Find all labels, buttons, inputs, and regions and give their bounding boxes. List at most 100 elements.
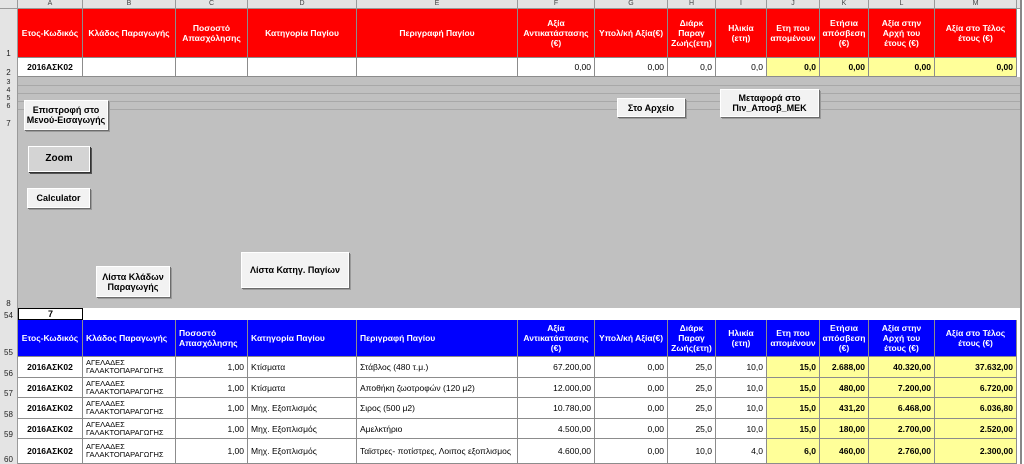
header-cell[interactable]: Κλάδος Παραγωγής [83, 320, 176, 357]
annual-cell[interactable]: 480,00 [820, 378, 869, 398]
count-cell[interactable]: 7 [18, 308, 83, 320]
header-cell[interactable]: Αξία Αντικατάστασης (€) [518, 320, 595, 357]
header-cell[interactable]: Ετος-Κωδικός [18, 9, 83, 58]
life-cell[interactable]: 25,0 [668, 398, 716, 419]
header-cell[interactable]: Υπολ/κή Αξία(€) [595, 320, 668, 357]
col-letter-m[interactable]: M [935, 0, 1017, 8]
header-cell[interactable]: Κατηγορία Παγίου [248, 320, 357, 357]
col-letter-e[interactable]: E [357, 0, 518, 8]
category-cell[interactable] [248, 58, 357, 77]
life-cell[interactable]: 25,0 [668, 378, 716, 398]
replacement-cell[interactable]: 4.600,00 [518, 439, 595, 464]
code-cell[interactable]: 2016ΑΣΚ02 [18, 398, 83, 419]
start-value-cell[interactable]: 2.760,00 [869, 439, 935, 464]
replacement-cell[interactable]: 4.500,00 [518, 419, 595, 439]
branch-cell[interactable]: ΑΓΕΛΑΔΕΣ ΓΑΛΑΚΤΟΠΑΡΑΓΩΓΗΣ [83, 419, 176, 439]
age-cell[interactable]: 10,0 [716, 398, 767, 419]
annual-cell[interactable]: 460,00 [820, 439, 869, 464]
back-to-menu-button[interactable]: Επιστροφή στο Μενού-Εισαγωγής [24, 100, 108, 130]
age-cell[interactable]: 0,0 [716, 58, 767, 77]
code-cell[interactable]: 2016ΑΣΚ02 [18, 419, 83, 439]
code-cell[interactable]: 2016ΑΣΚ02 [18, 439, 83, 464]
description-cell[interactable]: Σιρος (500 μ2) [357, 398, 518, 419]
start-value-cell[interactable]: 6.468,00 [869, 398, 935, 419]
transfer-button[interactable]: Μεταφορά στο Πιν_Αποσβ_ΜΕΚ [720, 89, 819, 117]
life-cell[interactable]: 25,0 [668, 419, 716, 439]
header-cell[interactable]: Κατηγορία Παγίου [248, 9, 357, 58]
col-letter-i[interactable]: I [716, 0, 767, 8]
row-number[interactable]: 57 [0, 378, 18, 398]
row-number[interactable]: 6 [0, 102, 18, 110]
description-cell[interactable] [357, 58, 518, 77]
remaining-cell[interactable]: 15,0 [767, 357, 820, 378]
code-cell[interactable]: 2016ΑΣΚ02 [18, 58, 83, 77]
annual-cell[interactable]: 2.688,00 [820, 357, 869, 378]
row-number[interactable]: 4 [0, 86, 18, 94]
age-cell[interactable]: 10,0 [716, 378, 767, 398]
age-cell[interactable]: 10,0 [716, 419, 767, 439]
row-number[interactable]: 3 [0, 77, 18, 86]
code-cell[interactable]: 2016ΑΣΚ02 [18, 378, 83, 398]
row-number[interactable]: 55 [0, 320, 18, 357]
row-number[interactable]: 1 [0, 9, 18, 58]
life-cell[interactable]: 10,0 [668, 439, 716, 464]
annual-cell[interactable]: 431,20 [820, 398, 869, 419]
header-cell[interactable]: Ηλικία (ετη) [716, 9, 767, 58]
end-value-cell[interactable]: 6.720,00 [935, 378, 1017, 398]
col-letter-g[interactable]: G [595, 0, 668, 8]
replacement-cell[interactable]: 12.000,00 [518, 378, 595, 398]
life-cell[interactable]: 25,0 [668, 357, 716, 378]
code-cell[interactable]: 2016ΑΣΚ02 [18, 357, 83, 378]
residual-cell[interactable]: 0,00 [595, 357, 668, 378]
end-value-cell[interactable]: 0,00 [935, 58, 1017, 77]
annual-cell[interactable]: 0,00 [820, 58, 869, 77]
row-number[interactable]: 58 [0, 398, 18, 419]
life-cell[interactable]: 0,0 [668, 58, 716, 77]
description-cell[interactable]: Ταϊστρες- ποτίστρες, Λοιπος εξοπλισμος [357, 439, 518, 464]
header-cell[interactable]: Ποσοστό Απασχόλησης [176, 320, 248, 357]
end-value-cell[interactable]: 6.036,80 [935, 398, 1017, 419]
pct-cell[interactable]: 1,00 [176, 419, 248, 439]
residual-cell[interactable]: 0,00 [595, 439, 668, 464]
replacement-cell[interactable]: 67.200,00 [518, 357, 595, 378]
age-cell[interactable]: 10,0 [716, 357, 767, 378]
pct-cell[interactable]: 1,00 [176, 378, 248, 398]
remaining-cell[interactable]: 15,0 [767, 398, 820, 419]
header-cell[interactable]: Ετος-Κωδικός [18, 320, 83, 357]
replacement-cell[interactable]: 10.780,00 [518, 398, 595, 419]
zoom-button[interactable]: Zoom [28, 146, 90, 172]
header-cell[interactable]: Διάρκ Παραγ Ζωής(ετη) [668, 320, 716, 357]
row-number[interactable]: 59 [0, 419, 18, 439]
pct-cell[interactable]: 1,00 [176, 357, 248, 378]
header-cell[interactable]: Ετήσια απόσβεση (€) [820, 320, 869, 357]
header-cell[interactable]: Διάρκ Παραγ Ζωής(ετη) [668, 9, 716, 58]
remaining-cell[interactable]: 15,0 [767, 419, 820, 439]
col-letter-f[interactable]: F [518, 0, 595, 8]
category-cell[interactable]: Μηχ. Εξοπλισμός [248, 398, 357, 419]
end-value-cell[interactable]: 2.300,00 [935, 439, 1017, 464]
pct-cell[interactable]: 1,00 [176, 439, 248, 464]
header-cell[interactable]: Κλάδος Παραγωγής [83, 9, 176, 58]
end-value-cell[interactable]: 2.520,00 [935, 419, 1017, 439]
header-cell[interactable]: Αξία στο Τέλος έτους (€) [935, 9, 1017, 58]
row-number[interactable]: 60 [0, 439, 18, 464]
col-letter-j[interactable]: J [767, 0, 820, 8]
header-cell[interactable]: Αξία Αντικατάστασης (€) [518, 9, 595, 58]
col-letter-k[interactable]: K [820, 0, 869, 8]
category-cell[interactable]: Μηχ. Εξοπλισμός [248, 439, 357, 464]
branch-cell[interactable]: ΑΓΕΛΑΔΕΣ ΓΑΛΑΚΤΟΠΑΡΑΓΩΓΗΣ [83, 439, 176, 464]
branch-cell[interactable]: ΑΓΕΛΑΔΕΣ ΓΑΛΑΚΤΟΠΑΡΑΓΩΓΗΣ [83, 398, 176, 419]
col-letter-a[interactable]: A [18, 0, 83, 8]
age-cell[interactable]: 4,0 [716, 439, 767, 464]
col-letter-h[interactable]: H [668, 0, 716, 8]
archive-button[interactable]: Στο Αρχείο [617, 98, 685, 117]
branch-cell[interactable] [83, 58, 176, 77]
start-value-cell[interactable]: 40.320,00 [869, 357, 935, 378]
header-cell[interactable]: Αξία στην Αρχή του έτους (€) [869, 320, 935, 357]
category-cell[interactable]: Κτίσματα [248, 378, 357, 398]
remaining-cell[interactable]: 6,0 [767, 439, 820, 464]
header-cell[interactable]: Αξία στο Τέλος έτους (€) [935, 320, 1017, 357]
residual-cell[interactable]: 0,00 [595, 398, 668, 419]
row-number[interactable]: 2 [0, 58, 18, 77]
residual-cell[interactable]: 0,00 [595, 58, 668, 77]
